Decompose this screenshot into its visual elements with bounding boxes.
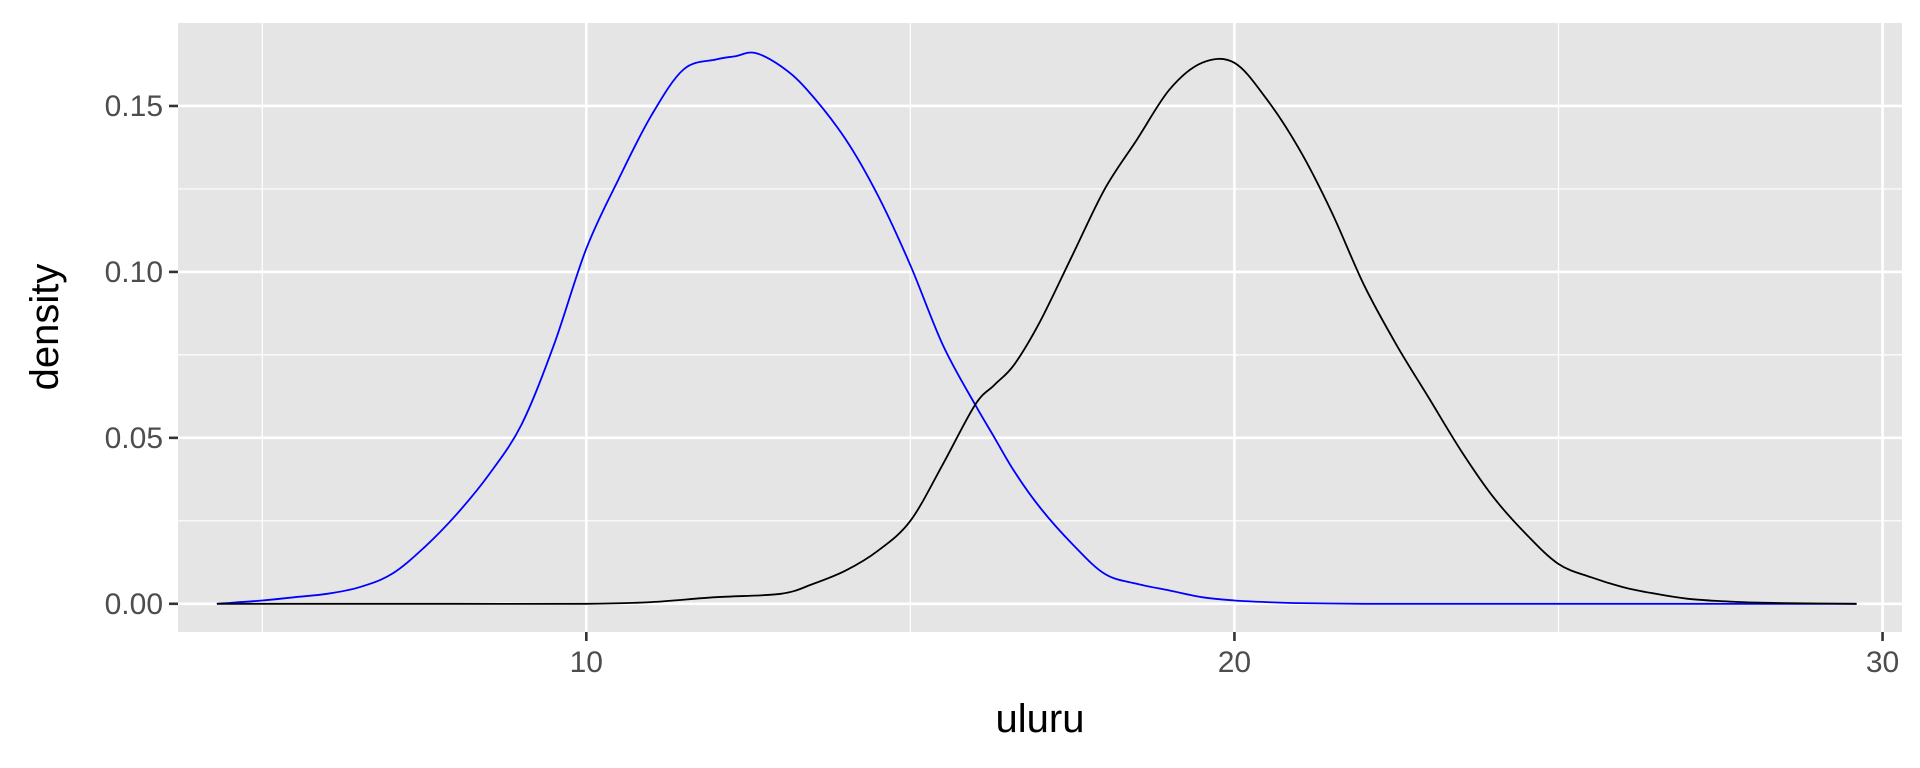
y-tick-label: 0.00 [105,588,163,621]
y-tick-label: 0.05 [105,422,163,455]
y-tick-label: 0.10 [105,256,163,289]
minor-grid [178,23,1902,632]
axis-ticks [169,104,1884,641]
y-axis-title: density [23,264,67,391]
density-line-2 [216,57,1857,605]
density-line-1 [216,51,1857,605]
plot-panel [178,23,1902,632]
x-tick-label: 30 [1866,646,1899,679]
tick-labels: 10 20 30 0.00 0.05 0.10 0.15 [105,90,1900,679]
x-axis-title: uluru [996,697,1085,741]
x-tick-label: 20 [1218,646,1251,679]
series-layer [216,51,1857,605]
x-tick-label: 10 [570,646,603,679]
y-tick-label: 0.15 [105,90,163,123]
